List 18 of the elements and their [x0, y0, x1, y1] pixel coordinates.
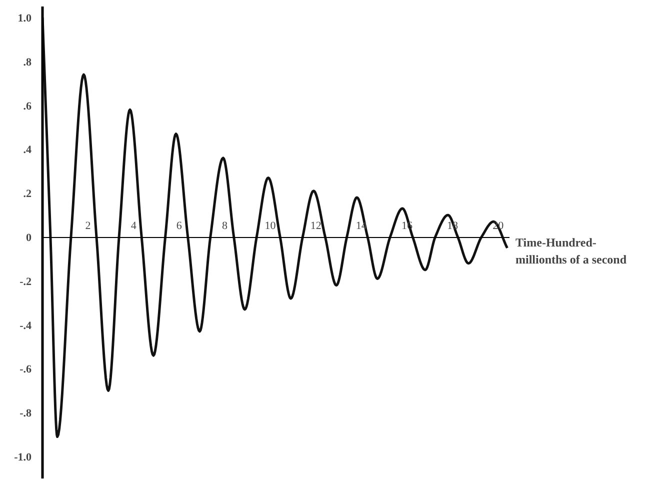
- x-tick-label: 6: [176, 220, 182, 232]
- y-tick-label: .6: [23, 100, 32, 112]
- y-tick-label: -.6: [20, 364, 32, 376]
- y-tick-label: .8: [23, 56, 32, 68]
- x-tick-label: 2: [85, 220, 91, 232]
- y-tick-label: .2: [23, 188, 32, 200]
- x-axis-title: Time-Hundred- millionths of a second: [516, 236, 627, 266]
- x-tick-label: 4: [130, 220, 137, 232]
- y-tick-label: 1.0: [18, 12, 32, 24]
- y-tick-label: -1.0: [14, 452, 32, 464]
- y-tick-label: .4: [23, 144, 32, 156]
- x-tick-label: 8: [222, 220, 228, 232]
- y-tick-label: -.2: [20, 276, 32, 288]
- x-tick-label: 12: [310, 220, 322, 232]
- y-tick-label: 0: [26, 232, 32, 244]
- y-tick-label: -.4: [20, 320, 32, 332]
- y-tick-label: -.8: [20, 408, 32, 420]
- x-tick-label: 10: [264, 220, 276, 232]
